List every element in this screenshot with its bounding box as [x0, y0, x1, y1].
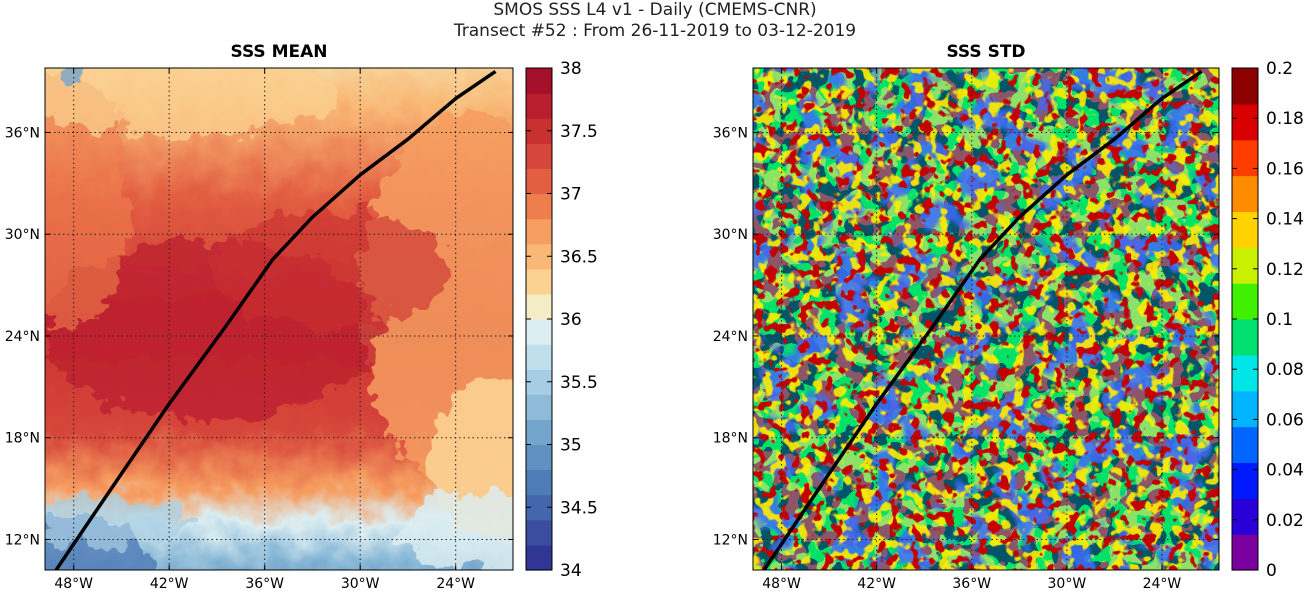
- x-tick-label: 24°W: [436, 576, 475, 591]
- y-tick-label: 36°N: [713, 125, 748, 141]
- colorbar-tick-label: 0.02: [1266, 511, 1304, 531]
- colorbar-tick-label: 0.12: [1266, 260, 1304, 280]
- colorbar-segment: [1232, 426, 1258, 464]
- colorbar-segment: [526, 419, 552, 446]
- sss-mean-tick-labels: 48°W 42°W 36°W 30°W 24°W 12°N 18°N 24°N 30°N 36°N: [5, 68, 513, 591]
- colorbar-segment: [526, 293, 552, 320]
- colorbar-segment: [1232, 139, 1258, 177]
- colorbar-tick-label: 0.04: [1266, 461, 1304, 481]
- colorbar-segment: [526, 394, 552, 420]
- colorbar-tick-label: 35: [560, 436, 582, 456]
- colorbar-segment: [1232, 68, 1258, 105]
- y-tick-label: 30°N: [5, 227, 40, 243]
- colorbar-segment: [1232, 247, 1258, 284]
- sss-mean-field: [45, 68, 513, 570]
- colorbar-tick-label: 35.5: [560, 373, 598, 393]
- sss-mean-axes-frame: [44, 67, 514, 571]
- y-tick-label: 18°N: [713, 431, 748, 447]
- colorbar-segment: [1232, 462, 1258, 499]
- colorbar-segment: [526, 193, 552, 220]
- colorbar-tick-label: 38: [560, 59, 582, 79]
- y-tick-label: 18°N: [5, 431, 40, 447]
- x-tick-label: 30°W: [1048, 576, 1087, 591]
- colorbar-segment: [1232, 283, 1258, 320]
- colorbar-tick-label: 36: [560, 310, 582, 330]
- x-tick-label: 30°W: [341, 576, 380, 591]
- y-tick-label: 12°N: [713, 532, 748, 548]
- colorbar-tick-label: 36.5: [560, 247, 598, 267]
- colorbar-segment: [1232, 319, 1258, 356]
- colorbar-segment: [526, 444, 552, 471]
- colorbar-segment: [526, 469, 552, 496]
- x-tick-label: 48°W: [54, 576, 93, 591]
- colorbar-segment: [526, 519, 552, 546]
- sss-std-axes-frame: [752, 67, 1220, 571]
- colorbar-tick-label: 37: [560, 185, 582, 205]
- x-tick-label: 36°W: [245, 576, 284, 591]
- y-tick-label: 30°N: [713, 227, 748, 243]
- sss-std-title: SSS STD: [946, 42, 1025, 62]
- colorbar-tick-label: 0.16: [1266, 159, 1304, 179]
- sss-mean-gridlines: [45, 68, 513, 570]
- colorbar-segment: [526, 68, 552, 94]
- x-tick-label: 36°W: [952, 576, 991, 591]
- y-tick-label: 24°N: [713, 329, 748, 345]
- colorbar-segment: [1232, 354, 1258, 392]
- x-tick-label: 42°W: [857, 576, 896, 591]
- colorbar-segment: [526, 544, 552, 571]
- colorbar-segment: [526, 218, 552, 245]
- colorbar-segment: [1232, 390, 1258, 428]
- y-tick-label: 36°N: [5, 125, 40, 141]
- sss-mean-transect-line: [54, 69, 497, 570]
- x-tick-label: 48°W: [762, 576, 801, 591]
- colorbar-segment: [526, 344, 552, 370]
- sss-mean-panel: SSS MEAN 48°W 42°W 36°W 30°W 24°W 12°N 18°N 24°…: [5, 42, 598, 591]
- sss-std-transect-line: [762, 69, 1203, 570]
- colorbar-segment: [1232, 498, 1258, 535]
- sss-std-gridlines: [753, 68, 1219, 570]
- colorbar-tick-label: 0.14: [1266, 210, 1304, 230]
- colorbar-segment: [526, 268, 552, 295]
- x-tick-label: 24°W: [1143, 576, 1182, 591]
- sss-std-field: [753, 68, 1219, 570]
- sss-mean-colorbar: 34 34.5 35 35.5 36 36.5 37 37.5 38: [525, 59, 598, 581]
- sss-std-panel: SSS STD 48°W 42°W 36°W 30°W 24°W 12°N 18°N 24°N…: [713, 42, 1304, 591]
- colorbar-tick-label: 0.2: [1266, 59, 1293, 79]
- x-tick-label: 42°W: [150, 576, 189, 591]
- colorbar-segment: [526, 168, 552, 195]
- colorbar-tick-label: 34: [560, 561, 582, 581]
- colorbar-segment: [1232, 211, 1258, 248]
- colorbar-segment: [1232, 103, 1258, 141]
- colorbar-segment: [526, 143, 552, 169]
- figure-title-line-2: Transect #52 : From 26-11-2019 to 03-12-…: [453, 21, 857, 41]
- colorbar-tick-label: 0.18: [1266, 109, 1304, 129]
- colorbar-segment: [526, 93, 552, 119]
- sss-std-colorbar: 0 0.02 0.04 0.06 0.08 0.1 0.12 0.14 0.16 0.18 0.2: [1231, 59, 1304, 581]
- colorbar-segment: [1232, 534, 1258, 571]
- colorbar-tick-label: 34.5: [560, 498, 598, 518]
- colorbar-tick-label: 0.08: [1266, 360, 1304, 380]
- colorbar-tick-label: 0.1: [1266, 310, 1293, 330]
- sss-std-tick-labels: 48°W 42°W 36°W 30°W 24°W 12°N 18°N 24°N 30°N 36°N: [713, 68, 1219, 591]
- figure-title-line-1: SMOS SSS L4 v1 - Daily (CMEMS-CNR): [493, 0, 817, 20]
- colorbar-tick-label: 37.5: [560, 122, 598, 142]
- colorbar-tick-label: 0: [1266, 561, 1277, 581]
- y-tick-label: 12°N: [5, 532, 40, 548]
- colorbar-segment: [526, 319, 552, 345]
- colorbar-segment: [1232, 175, 1258, 213]
- sss-mean-title: SSS MEAN: [230, 42, 327, 62]
- y-tick-label: 24°N: [5, 329, 40, 345]
- colorbar-tick-label: 0.06: [1266, 410, 1304, 430]
